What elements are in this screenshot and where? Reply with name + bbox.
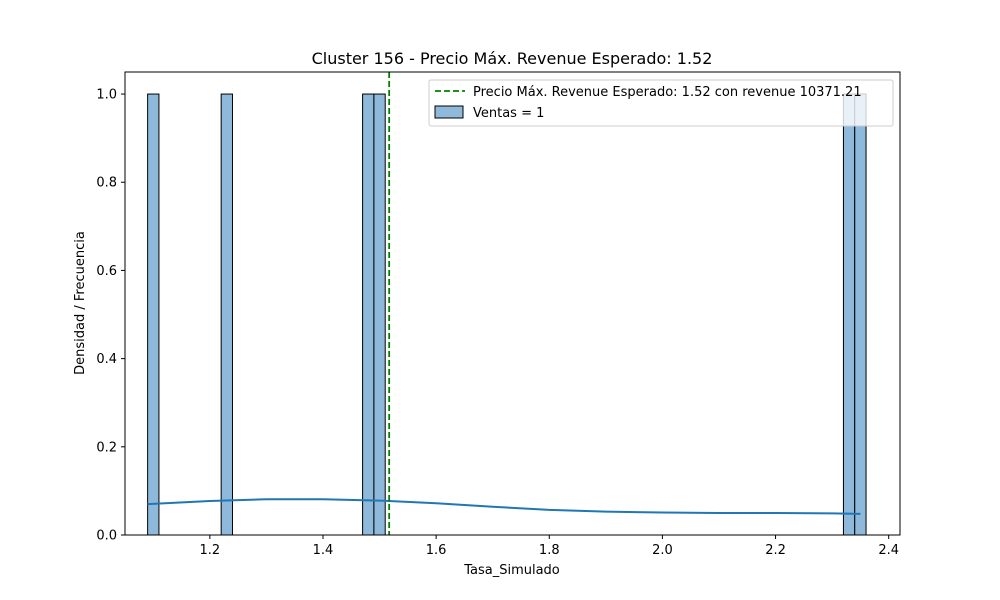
legend: Precio Máx. Revenue Esperado: 1.52 con r… bbox=[428, 79, 894, 127]
axes-frame bbox=[124, 71, 901, 536]
legend-bars-label: Ventas = 1 bbox=[473, 106, 544, 121]
y-axis-ticks: 0.0 0.2 0.4 0.6 0.8 1.0 bbox=[96, 88, 125, 544]
legend-box bbox=[428, 79, 894, 127]
histogram-bar-1 bbox=[147, 93, 160, 536]
y-tick-label: 0.0 bbox=[96, 529, 117, 544]
legend-bars-swatch bbox=[434, 105, 464, 119]
x-tick-label: 1.2 bbox=[200, 543, 221, 558]
histogram-bar-5 bbox=[842, 93, 856, 536]
y-axis-label: Densidad / Frecuencia bbox=[73, 231, 88, 375]
x-axis-label: Tasa_Simulado bbox=[463, 563, 560, 578]
histogram-bar-4 bbox=[373, 93, 386, 536]
legend-vline-label: Precio Máx. Revenue Esperado: 1.52 con r… bbox=[473, 85, 862, 100]
y-tick-label: 0.4 bbox=[96, 352, 117, 367]
x-tick-label: 1.6 bbox=[426, 543, 447, 558]
x-tick-label: 1.8 bbox=[539, 543, 560, 558]
histogram-bar-2 bbox=[220, 93, 233, 536]
x-tick-label: 2.4 bbox=[878, 543, 899, 558]
histogram-bar-3 bbox=[362, 93, 375, 536]
chart-title: Cluster 156 - Precio Máx. Revenue Espera… bbox=[312, 49, 713, 68]
y-tick-label: 0.2 bbox=[96, 440, 117, 455]
y-tick-label: 0.6 bbox=[96, 264, 117, 279]
x-tick-label: 2.0 bbox=[652, 543, 673, 558]
x-tick-label: 1.4 bbox=[313, 543, 334, 558]
kde-curve bbox=[147, 498, 861, 515]
y-tick-label: 1.0 bbox=[96, 88, 117, 103]
x-tick-label: 2.2 bbox=[765, 543, 786, 558]
x-axis-ticks: 1.2 1.4 1.6 1.8 2.0 2.2 2.4 bbox=[200, 535, 899, 558]
histogram-bar-6 bbox=[854, 93, 867, 536]
y-tick-label: 0.8 bbox=[96, 176, 117, 191]
plot-area bbox=[147, 72, 867, 536]
